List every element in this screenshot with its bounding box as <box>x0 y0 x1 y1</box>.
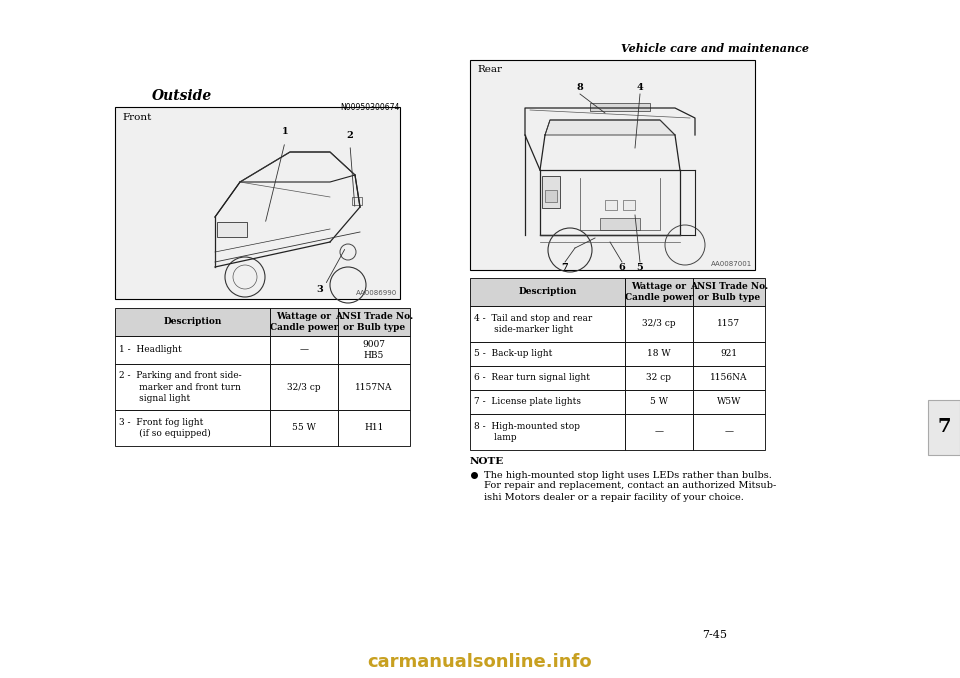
Bar <box>352 197 362 205</box>
Bar <box>928 400 960 455</box>
Text: 5 -  Back-up light: 5 - Back-up light <box>474 349 552 359</box>
Text: 7: 7 <box>562 264 568 273</box>
Bar <box>115 336 270 364</box>
Bar <box>625 342 693 366</box>
Text: 3: 3 <box>317 285 324 294</box>
Text: 32/3 cp: 32/3 cp <box>287 382 321 391</box>
Text: 6: 6 <box>618 264 625 273</box>
Text: 5 W: 5 W <box>650 397 668 407</box>
Text: Rear: Rear <box>477 66 502 75</box>
Text: carmanualsonline.info: carmanualsonline.info <box>368 653 592 671</box>
Text: The high-mounted stop light uses LEDs rather than bulbs.: The high-mounted stop light uses LEDs ra… <box>484 471 772 479</box>
Bar <box>625 390 693 414</box>
Bar <box>625 366 693 390</box>
Text: 1: 1 <box>281 127 288 136</box>
Bar <box>545 190 557 202</box>
Bar <box>270 308 338 336</box>
Bar <box>625 306 693 342</box>
Bar <box>470 390 625 414</box>
Bar <box>625 278 693 306</box>
Bar <box>338 308 410 336</box>
Text: 1 -  Headlight: 1 - Headlight <box>119 346 181 355</box>
Bar <box>470 342 625 366</box>
Bar <box>693 278 765 306</box>
Text: —: — <box>655 428 663 437</box>
Text: For repair and replacement, contact an authorized Mitsub-: For repair and replacement, contact an a… <box>484 481 777 490</box>
Text: Wattage or
Candle power: Wattage or Candle power <box>625 281 693 302</box>
Bar <box>625 414 693 450</box>
Text: AA0086990: AA0086990 <box>356 290 397 296</box>
Text: 32/3 cp: 32/3 cp <box>642 319 676 329</box>
Bar <box>270 336 338 364</box>
Text: AA0087001: AA0087001 <box>710 261 752 267</box>
Text: 7-45: 7-45 <box>703 630 728 640</box>
Text: 1157NA: 1157NA <box>355 382 393 391</box>
Bar <box>605 200 617 210</box>
Text: H11: H11 <box>364 424 384 433</box>
Bar <box>693 342 765 366</box>
Text: 3 -  Front fog light
       (if so equipped): 3 - Front fog light (if so equipped) <box>119 418 211 438</box>
Text: Description: Description <box>163 317 222 327</box>
Bar <box>270 410 338 446</box>
Bar <box>693 390 765 414</box>
Text: 32 cp: 32 cp <box>646 374 671 382</box>
Bar <box>693 366 765 390</box>
Bar <box>115 107 400 299</box>
Bar <box>623 200 635 210</box>
Bar <box>470 414 625 450</box>
Bar <box>338 336 410 364</box>
Bar <box>470 306 625 342</box>
Bar <box>590 103 650 111</box>
Bar <box>270 364 338 410</box>
Bar <box>693 306 765 342</box>
Text: Description: Description <box>518 287 577 296</box>
Bar <box>470 60 755 270</box>
Text: 8 -  High-mounted stop
       lamp: 8 - High-mounted stop lamp <box>474 422 580 442</box>
Bar <box>338 364 410 410</box>
Text: 7: 7 <box>937 418 950 437</box>
Text: NOTE: NOTE <box>470 458 504 466</box>
Text: 7 -  License plate lights: 7 - License plate lights <box>474 397 581 407</box>
Text: 1157: 1157 <box>717 319 740 329</box>
Polygon shape <box>545 120 675 135</box>
Bar <box>115 308 270 336</box>
Text: ANSI Trade No.
or Bulb type: ANSI Trade No. or Bulb type <box>335 312 413 332</box>
Text: Vehicle care and maintenance: Vehicle care and maintenance <box>621 43 809 54</box>
Text: 4: 4 <box>636 83 643 92</box>
Bar <box>693 414 765 450</box>
Bar <box>470 366 625 390</box>
Text: Outside: Outside <box>152 89 212 103</box>
Text: 55 W: 55 W <box>292 424 316 433</box>
Text: Front: Front <box>122 113 152 121</box>
Text: 4 -  Tail and stop and rear
       side-marker light: 4 - Tail and stop and rear side-marker l… <box>474 314 592 334</box>
Text: 921: 921 <box>720 349 737 359</box>
Bar <box>115 410 270 446</box>
Text: —: — <box>725 428 733 437</box>
Text: —: — <box>300 346 308 355</box>
Bar <box>470 278 625 306</box>
Text: N00950300674: N00950300674 <box>341 104 400 113</box>
Bar <box>542 176 560 208</box>
Bar <box>115 364 270 410</box>
Text: 8: 8 <box>577 83 584 92</box>
Text: 2 -  Parking and front side-
       marker and front turn
       signal light: 2 - Parking and front side- marker and f… <box>119 371 242 403</box>
Bar <box>600 218 640 230</box>
Text: 9007
HB5: 9007 HB5 <box>363 340 386 360</box>
Bar <box>338 410 410 446</box>
Text: 5: 5 <box>636 264 643 273</box>
Text: ishi Motors dealer or a repair facility of your choice.: ishi Motors dealer or a repair facility … <box>484 492 744 502</box>
Text: 2: 2 <box>347 130 353 140</box>
Text: 18 W: 18 W <box>647 349 671 359</box>
Text: ANSI Trade No.
or Bulb type: ANSI Trade No. or Bulb type <box>690 281 768 302</box>
Bar <box>217 222 247 237</box>
Text: 1156NA: 1156NA <box>710 374 748 382</box>
Text: W5W: W5W <box>717 397 741 407</box>
Text: 6 -  Rear turn signal light: 6 - Rear turn signal light <box>474 374 590 382</box>
Text: Wattage or
Candle power: Wattage or Candle power <box>270 312 338 332</box>
